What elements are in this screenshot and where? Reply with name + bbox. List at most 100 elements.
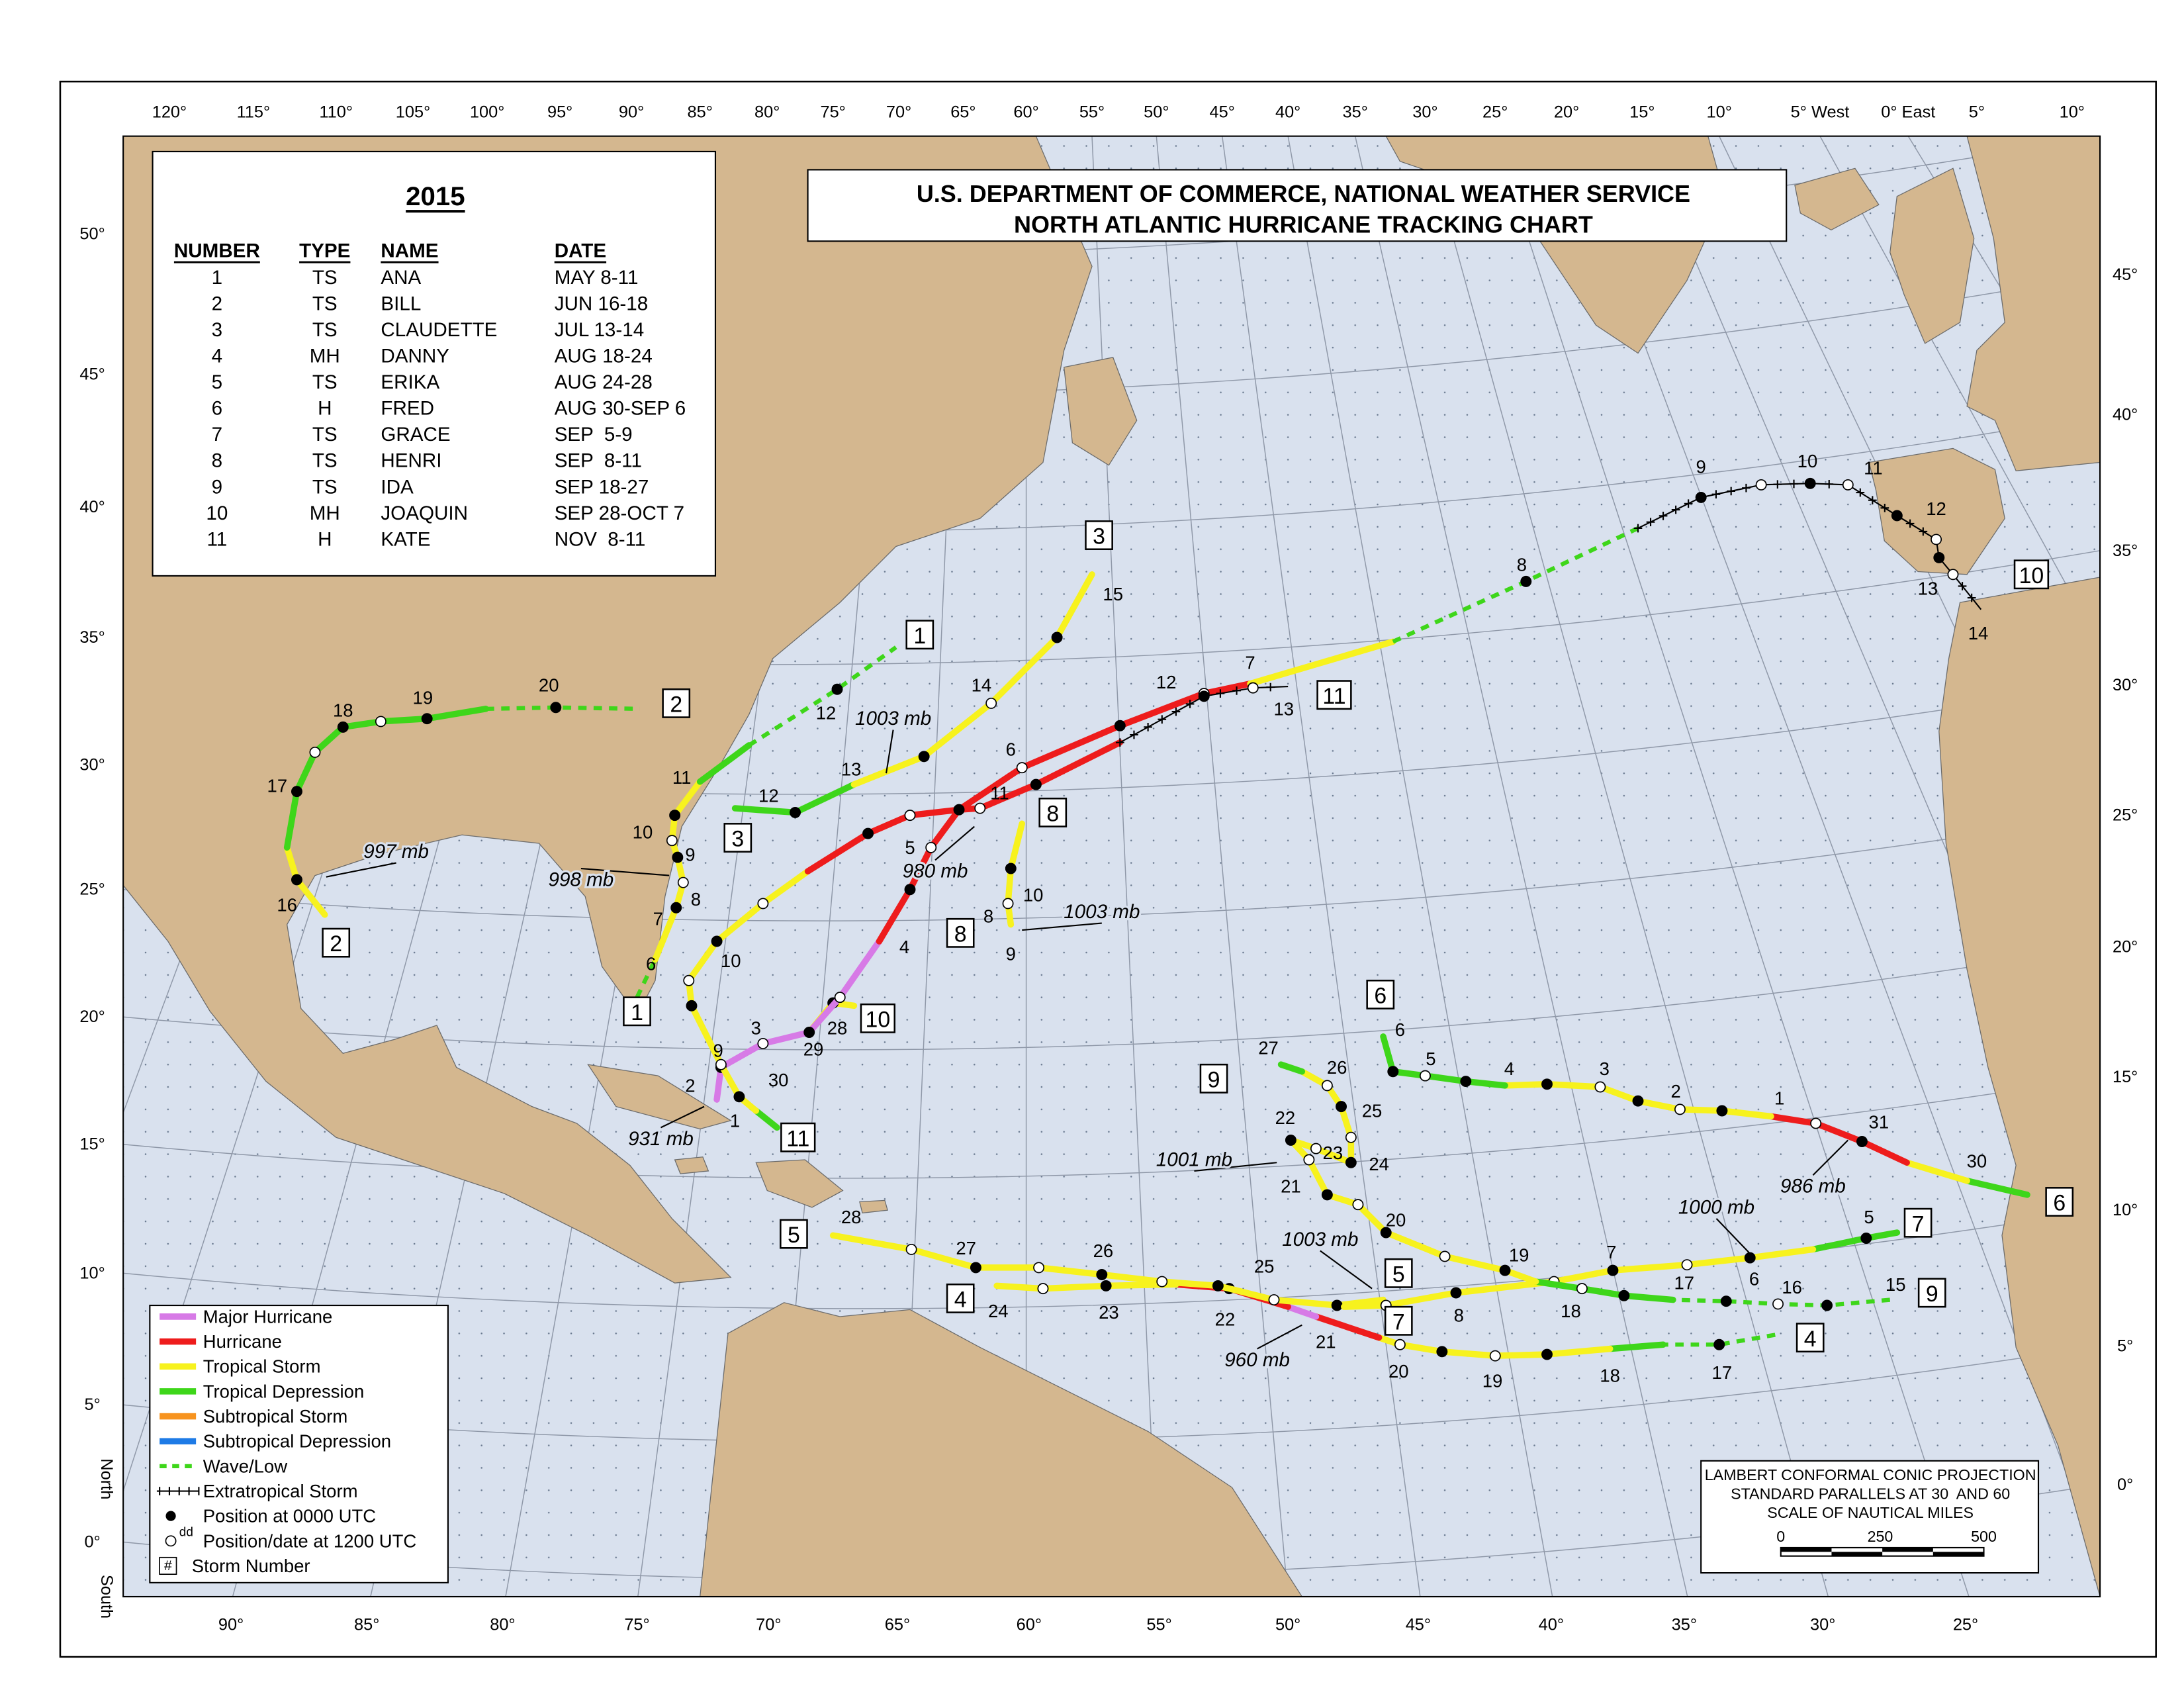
legend-label: Tropical Storm — [203, 1356, 321, 1377]
date-label: 20 — [1386, 1209, 1406, 1230]
longitude-label: 15° — [1629, 103, 1655, 122]
legend-label: Subtropical Depression — [203, 1431, 391, 1452]
british-isles — [1889, 167, 1975, 344]
longitude-label: 40° — [1539, 1615, 1564, 1634]
position-0000 — [1520, 575, 1532, 587]
date-label: 9 — [685, 844, 695, 865]
table-cell: 4 — [212, 346, 222, 367]
position-1200 — [1420, 1070, 1431, 1082]
position-1200 — [757, 1037, 769, 1049]
legend-label: Hurricane — [203, 1331, 282, 1352]
storm-number-box — [723, 823, 752, 853]
date-label: 10 — [1023, 885, 1044, 906]
position-1200 — [1033, 1262, 1045, 1274]
table-cell: 1 — [212, 267, 222, 289]
date-label: 22 — [1215, 1309, 1236, 1330]
date-label: 7 — [1606, 1242, 1616, 1262]
date-label: 9 — [1696, 456, 1706, 477]
storm-number-box — [1384, 1258, 1413, 1288]
storm-number: 8 — [954, 921, 967, 947]
position-0000 — [1744, 1252, 1756, 1264]
longitude-label: 80° — [490, 1615, 515, 1634]
longitude-label: 105° — [396, 103, 431, 122]
extratropical-cross — [1266, 682, 1275, 692]
hispaniola — [755, 1159, 844, 1208]
date-label: 6 — [1006, 739, 1016, 760]
position-1200 — [1016, 762, 1028, 774]
europe — [1966, 136, 2101, 471]
position-0000 — [550, 702, 562, 714]
position-0000 — [1321, 1189, 1333, 1201]
date-label: 11 — [1864, 458, 1883, 479]
table-cell: H — [318, 398, 332, 420]
scale-label: 0 — [1776, 1528, 1785, 1545]
position-1200 — [1755, 479, 1767, 491]
extratropical-cross — [1880, 503, 1889, 512]
table-cell: 10 — [206, 502, 228, 524]
date-label: 2 — [685, 1075, 695, 1096]
extratropical-cross — [1115, 738, 1124, 747]
legend-dot — [165, 1535, 177, 1547]
pressure-label: 931 mb — [628, 1128, 694, 1150]
date-label: 12 — [758, 786, 779, 806]
longitude-label: 75° — [624, 1615, 649, 1634]
position-1200 — [1156, 1276, 1168, 1288]
table-cell: TS — [312, 293, 338, 314]
longitude-label: 100° — [470, 103, 504, 122]
longitude-label: 10° — [2060, 103, 2085, 122]
longitude-label: 65° — [885, 1615, 910, 1634]
pressure-arrow — [660, 1105, 705, 1129]
longitude-label: 55° — [1079, 103, 1105, 122]
legend-box-symbol — [159, 1556, 177, 1575]
table-cell: KATE — [381, 528, 430, 550]
position-1200 — [1345, 1131, 1357, 1143]
table-cell: DANNY — [381, 346, 449, 367]
meridian — [1819, 136, 2101, 647]
extratropical-cross — [1158, 715, 1167, 724]
pressure-arrow — [326, 862, 396, 878]
position-0000 — [686, 1000, 698, 1011]
storm-track — [1964, 1177, 2030, 1198]
date-label: 27 — [1258, 1037, 1279, 1058]
pressure-label: 1003 mb — [1064, 901, 1140, 923]
meridian — [1221, 136, 1421, 1597]
pressure-arrow — [934, 825, 975, 861]
table-header: NUMBER — [174, 240, 260, 262]
position-1200 — [309, 746, 321, 758]
pressure-label: 997 mb — [363, 841, 429, 863]
date-label: 4 — [899, 937, 909, 957]
storm-number-box — [946, 917, 975, 948]
position-0000 — [1541, 1078, 1553, 1090]
storm-number-box — [1903, 1207, 1933, 1238]
table-cell: TS — [312, 267, 338, 289]
storm-number: 6 — [2053, 1191, 2066, 1216]
date-label: 3 — [1600, 1058, 1610, 1079]
storm-track — [1532, 1278, 1676, 1303]
table-cell: SEP 18-27 — [555, 476, 649, 498]
storm-number-box — [1384, 1305, 1413, 1336]
storm-number-box — [905, 620, 934, 650]
date-label: 13 — [1274, 698, 1295, 719]
pressure-arrow — [1257, 1324, 1302, 1350]
storm-number: 2 — [670, 692, 682, 718]
date-label: 26 — [1093, 1241, 1114, 1261]
table-cell: TS — [312, 319, 338, 341]
extratropical-cross — [1825, 480, 1834, 489]
latitude-label: 50° — [79, 225, 105, 244]
storm-number-box — [322, 927, 351, 958]
position-1200 — [1247, 682, 1259, 694]
date-label: 19 — [1509, 1244, 1529, 1265]
storm-track — [1005, 820, 1025, 928]
newfoundland — [1063, 357, 1138, 466]
date-label: 19 — [413, 687, 433, 708]
longitude-label: 5° West — [1791, 103, 1850, 122]
date-label: 22 — [1275, 1107, 1296, 1128]
storm-number-box — [2045, 1187, 2074, 1217]
storm-number: 7 — [1392, 1309, 1405, 1335]
position-0000 — [1607, 1264, 1619, 1276]
projection-text: SCALE OF NAUTICAL MILES — [1767, 1504, 1974, 1521]
latitude-label: 20° — [2113, 937, 2138, 956]
extratropical-cross — [1868, 496, 1877, 505]
extratropical-cross — [1171, 707, 1181, 716]
scale-segment — [1882, 1547, 1933, 1552]
